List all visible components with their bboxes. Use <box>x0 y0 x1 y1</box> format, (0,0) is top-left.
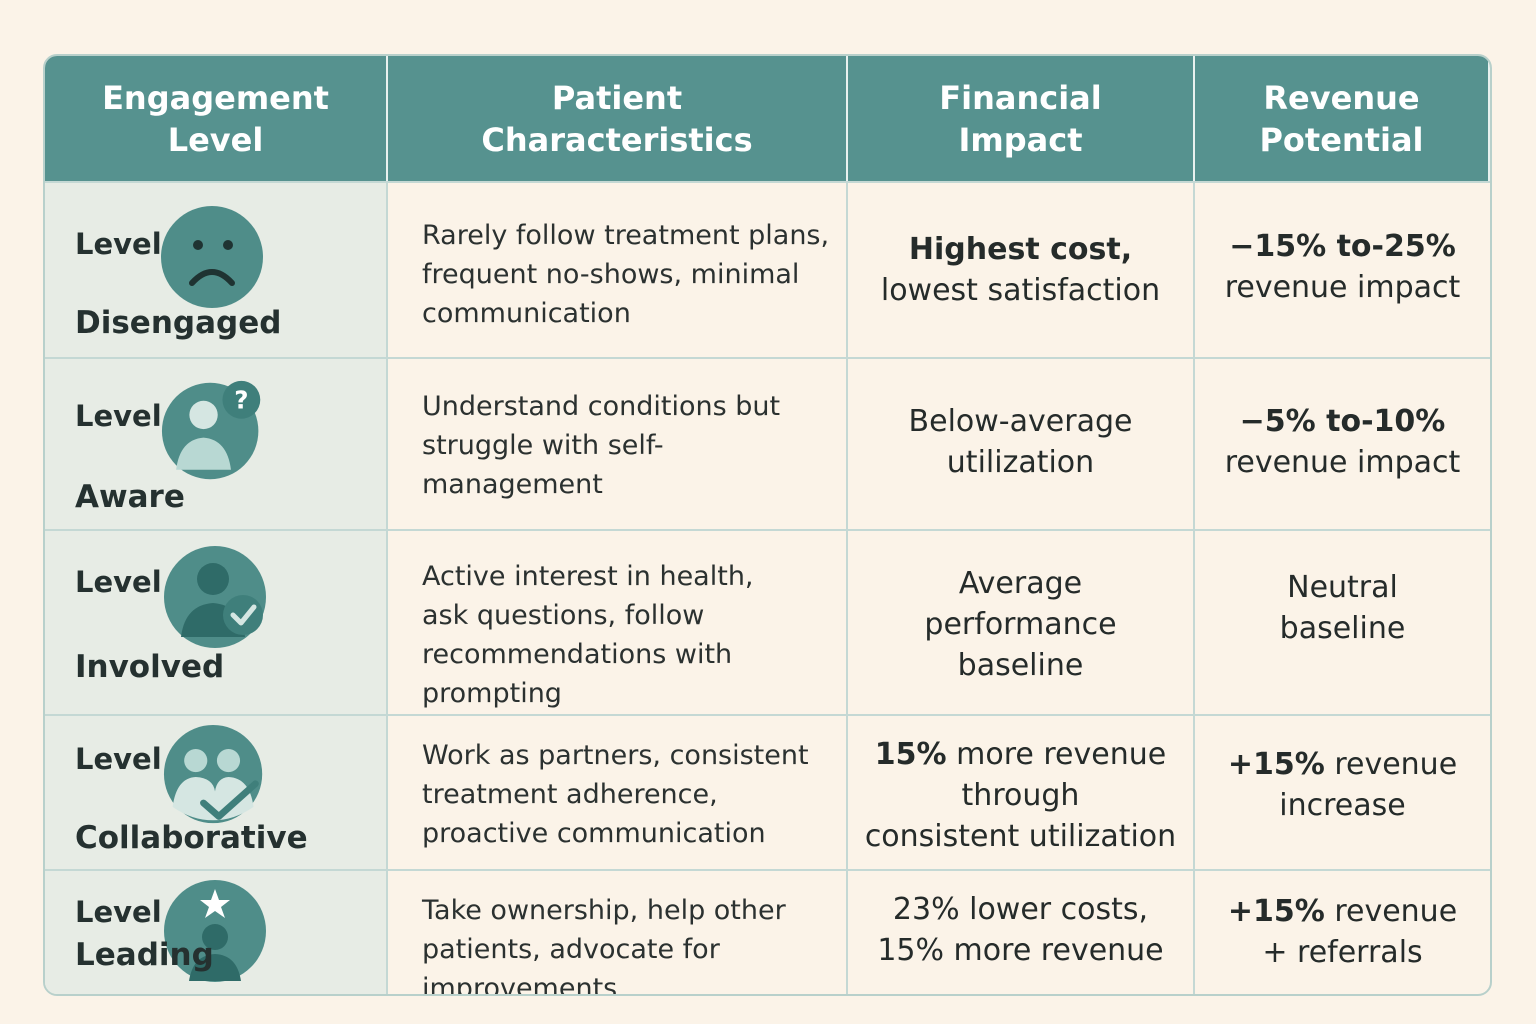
revenue-cell: −15% to-25% revenue impact <box>1195 181 1490 357</box>
financial-text: 15% more revenue through consistent util… <box>848 734 1193 857</box>
svg-text:?: ? <box>234 385 248 414</box>
engagement-table: Engagement Level Patient Characteristics… <box>43 54 1492 996</box>
header-patient-characteristics: Patient Characteristics <box>388 56 848 181</box>
two-people-check-icon <box>163 724 263 824</box>
revenue-rest: revenue impact <box>1224 445 1461 480</box>
table-row-involved-level: Level Involved <box>45 529 388 714</box>
level-name-aware: Aware <box>75 479 185 515</box>
revenue-rest: revenue impact <box>1224 270 1461 305</box>
revenue-bold: +15% <box>1227 747 1325 782</box>
sad-face-icon <box>161 206 263 308</box>
characteristics-cell: Understand conditions but struggle with … <box>388 357 848 529</box>
person-check-icon <box>164 546 266 648</box>
characteristics-text: Rarely follow treatment plans, frequent … <box>422 220 830 329</box>
revenue-cell: Neutral baseline <box>1195 529 1490 714</box>
characteristics-cell: Rarely follow treatment plans, frequent … <box>388 181 848 357</box>
revenue-text: Neutral baseline <box>1279 570 1406 646</box>
revenue-rest: revenue increase <box>1279 747 1458 823</box>
table-row-collaborative-level: Level Collaborative <box>45 714 388 869</box>
financial-text: Below-average utilization <box>908 404 1133 480</box>
financial-cell: 15% more revenue through consistent util… <box>848 714 1195 869</box>
revenue-text: −15% to-25% revenue impact <box>1195 226 1490 308</box>
revenue-cell: +15% revenue increase <box>1195 714 1490 869</box>
header-financial-impact: Financial Impact <box>848 56 1195 181</box>
revenue-rest: revenue + referrals <box>1262 894 1458 970</box>
characteristics-text: Work as partners, consistent treatment a… <box>422 740 809 849</box>
financial-cell: 23% lower costs, 15% more revenue <box>848 869 1195 994</box>
table-row-aware-level: Level ? Aware <box>45 357 388 529</box>
header-revenue-potential: Revenue Potential <box>1195 56 1490 181</box>
level-label: Level <box>75 227 162 261</box>
financial-bold: Highest cost, <box>908 232 1133 267</box>
level-label: Level <box>75 742 162 776</box>
revenue-text: +15% revenue increase <box>1195 744 1490 826</box>
financial-bold: 15% <box>874 737 947 772</box>
level-name-collaborative: Collaborative <box>75 820 308 856</box>
financial-cell: Below-average utilization <box>848 357 1195 529</box>
level-label: Level <box>75 895 162 929</box>
revenue-bold: −5% to-10% <box>1239 404 1446 439</box>
financial-rest: more revenue through consistent utilizat… <box>864 737 1177 854</box>
characteristics-cell: Work as partners, consistent treatment a… <box>388 714 848 869</box>
level-label: Level <box>75 565 162 599</box>
level-label: Level <box>75 399 162 433</box>
level-name-disengaged: Disengaged <box>75 305 282 341</box>
table-row-disengaged-level: Level Disengaged <box>45 181 388 357</box>
level-name-involved: Involved <box>75 649 225 685</box>
person-star-icon <box>164 880 266 982</box>
header-engagement-level: Engagement Level <box>45 56 388 181</box>
characteristics-text: Take ownership, help other patients, adv… <box>422 895 786 994</box>
revenue-text: −5% to-10% revenue impact <box>1195 401 1490 483</box>
revenue-bold: −15% to-25% <box>1229 229 1456 264</box>
financial-text: Average performance baseline <box>924 566 1117 683</box>
characteristics-text: Understand conditions but struggle with … <box>422 391 781 500</box>
characteristics-cell: Active interest in health, ask questions… <box>388 529 848 714</box>
revenue-bold: +15% <box>1227 894 1325 929</box>
financial-cell: Highest cost, lowest satisfaction <box>848 181 1195 357</box>
financial-cell: Average performance baseline <box>848 529 1195 714</box>
characteristics-text: Active interest in health, ask questions… <box>422 561 754 709</box>
revenue-cell: +15% revenue + referrals <box>1195 869 1490 994</box>
person-question-icon: ? <box>161 380 261 480</box>
revenue-cell: −5% to-10% revenue impact <box>1195 357 1490 529</box>
financial-text: Highest cost, lowest satisfaction <box>848 229 1193 311</box>
financial-rest: lowest satisfaction <box>880 273 1161 308</box>
financial-text: 23% lower costs, 15% more revenue <box>877 892 1164 968</box>
characteristics-cell: Take ownership, help other patients, adv… <box>388 869 848 994</box>
level-name-leading: Leading <box>75 937 214 973</box>
revenue-text: +15% revenue + referrals <box>1195 891 1490 973</box>
table-row-leading-level: Level Leading <box>45 869 388 994</box>
